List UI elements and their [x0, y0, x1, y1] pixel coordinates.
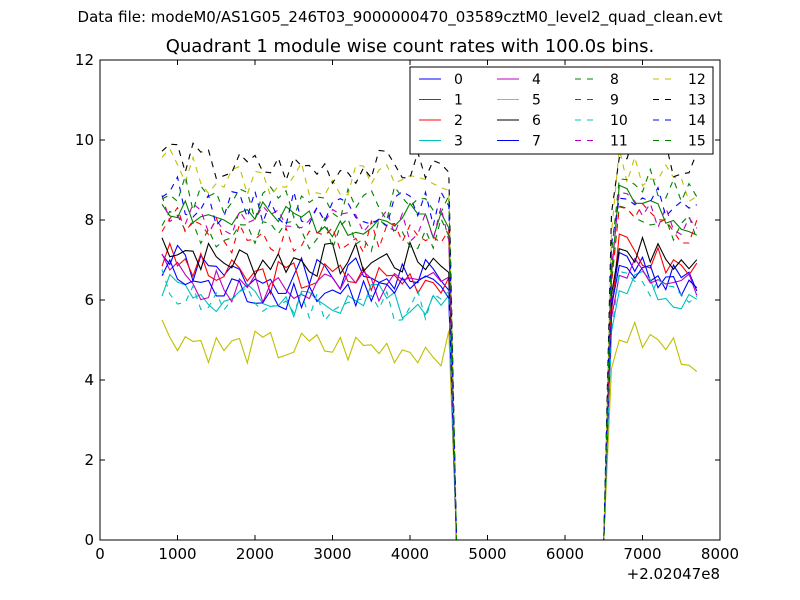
figure-suptitle: Data file: modeM0/AS1G05_246T03_90000004… — [77, 8, 723, 26]
series-line-3 — [161, 270, 698, 541]
legend-label: 12 — [688, 72, 706, 88]
legend-label: 9 — [610, 93, 619, 109]
legend-label: 7 — [532, 134, 541, 150]
x-tick-label: 2000 — [236, 545, 274, 563]
y-tick-label: 2 — [84, 451, 94, 469]
x-tick-label: 8000 — [701, 545, 739, 563]
y-tick-label: 4 — [84, 371, 94, 389]
legend-label: 15 — [688, 134, 706, 150]
y-tick-label: 10 — [75, 131, 94, 149]
series-line-10 — [161, 269, 698, 541]
x-tick-label: 5000 — [468, 545, 506, 563]
x-tick-label: 1000 — [158, 545, 196, 563]
x-tick-label: 3000 — [313, 545, 351, 563]
chart-title: Quadrant 1 module wise count rates with … — [165, 36, 655, 57]
legend-label: 8 — [610, 72, 619, 88]
legend-label: 0 — [454, 72, 463, 88]
series-line-5 — [161, 319, 698, 541]
series-line-14 — [161, 175, 698, 541]
x-tick-label: 7000 — [623, 545, 661, 563]
legend-label: 14 — [688, 113, 706, 129]
y-tick-label: 6 — [84, 291, 94, 309]
legend-label: 6 — [532, 113, 541, 129]
x-tick-label: 0 — [95, 545, 105, 563]
series-line-9 — [161, 202, 698, 541]
y-tick-label: 12 — [75, 51, 94, 69]
x-offset-label: +2.02047e8 — [627, 565, 720, 583]
legend-label: 4 — [532, 72, 541, 88]
legend-label: 11 — [610, 134, 628, 150]
ticks-layer: 0 1000 2000 3000 4000 5000 6000 7000 80000246810… — [75, 51, 739, 563]
series-layer — [161, 131, 698, 541]
series-line-6 — [161, 235, 698, 541]
legend-label: 13 — [688, 93, 706, 109]
legend-label: 10 — [610, 113, 628, 129]
x-tick-label: 4000 — [391, 545, 429, 563]
series-line-13 — [161, 131, 698, 541]
legend-label: 3 — [454, 134, 463, 150]
series-line-4 — [161, 253, 698, 541]
x-tick-label: 6000 — [546, 545, 584, 563]
y-tick-label: 0 — [84, 531, 94, 549]
series-line-11 — [161, 191, 698, 541]
series-line-8 — [161, 205, 698, 541]
legend-label: 5 — [532, 93, 541, 109]
y-tick-label: 8 — [84, 211, 94, 229]
legend-label: 2 — [454, 113, 463, 129]
legend-box — [409, 66, 714, 155]
legend-label: 1 — [454, 93, 463, 109]
